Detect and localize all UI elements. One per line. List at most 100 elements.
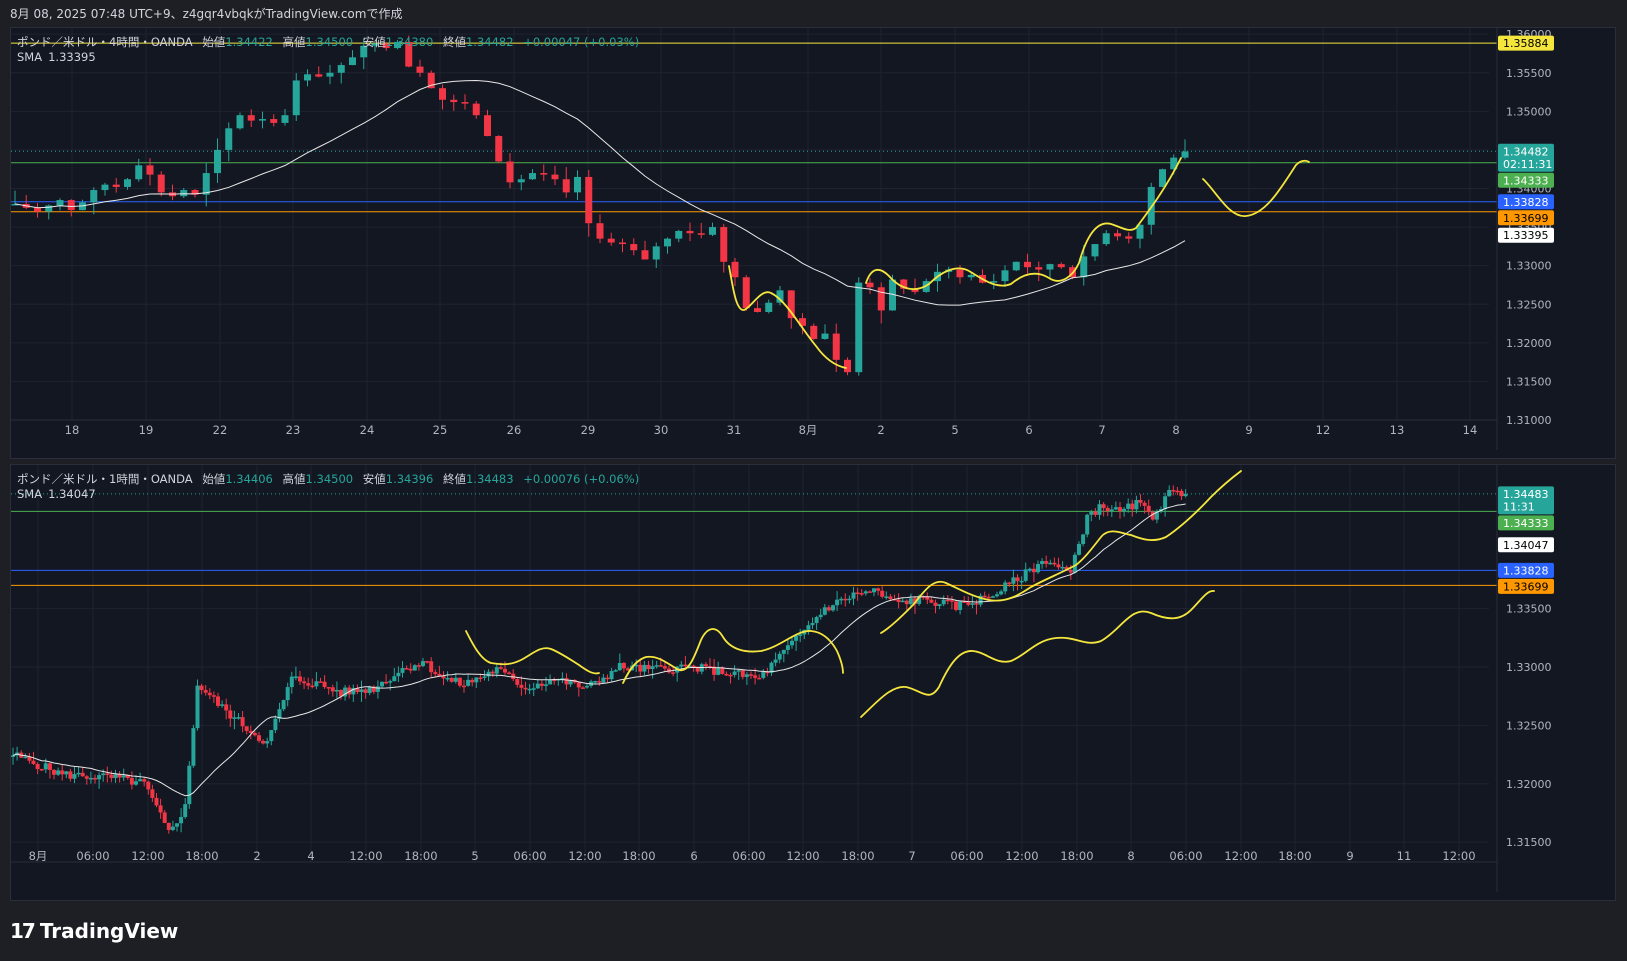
candle-body [799,318,806,326]
candle-body [995,594,999,597]
candle-body [482,676,487,678]
candle-body [421,661,425,666]
symbol-title: ポンド／米ドル・1時間・OANDA [17,472,193,486]
candle-body [371,686,376,692]
candle-body [439,88,446,100]
candle-body [551,174,559,180]
x-tick-label: 18:00 [622,849,655,863]
candle-body [859,593,864,595]
candle-body [527,688,532,691]
candle-body [72,774,77,779]
candle-body [265,741,270,744]
candle-body [211,695,216,697]
candle-body [461,102,469,104]
close-key: 終値 [442,472,466,486]
candle-body [135,165,143,180]
x-tick-label: 12:00 [131,849,164,863]
candle-body [900,279,908,289]
price-label: 1.34333 [1503,174,1549,187]
chart-canvas-1h[interactable]: 1.33500 1.33000 1.32500 1.32000 1.31500 1.344… [11,465,1616,901]
candle-body [765,302,773,312]
x-tick-label: 8 [1172,423,1179,437]
candle-body [298,676,302,682]
candle-body [888,596,893,600]
candle-body [990,281,998,283]
candle-body [220,704,225,706]
trend-drawing [1202,159,1310,217]
candle-body [195,685,200,729]
candle-body [429,661,434,673]
candle-body [697,233,705,235]
chart-panel-4h[interactable]: ポンド／米ドル・4時間・OANDA 始値1.34422 高値1.34500 安値… [10,27,1616,459]
candle-body [749,674,753,676]
tradingview-logo[interactable]: 17 TradingView [10,919,178,943]
change-value: +0.00076 (+0.06%) [523,472,640,486]
candle-body [831,605,835,611]
candle-body [121,775,126,778]
y-tick-label: 1.32000 [1506,337,1552,350]
candle-body [1154,511,1159,520]
x-tick-label: 29 [581,423,596,437]
candle-body [191,728,196,766]
chart-canvas-4h[interactable]: 1.360001.355001.350001.345001.340001.335… [11,28,1616,459]
brand-name: TradingView [39,919,179,943]
candle-body [138,779,143,782]
candle-body [191,190,199,195]
candle-body [154,797,159,806]
candle-body [1077,543,1081,555]
candle-body [506,161,514,183]
candle-body [355,688,360,692]
candle-body [844,359,851,373]
candle-body [318,681,323,683]
candle-body [416,66,424,73]
candle-body [225,128,233,150]
candle-body [664,238,671,247]
candle-body [240,717,245,727]
candle-body [535,683,540,689]
candle-body [1023,569,1028,581]
candle-body [585,685,589,688]
candle-body [1048,562,1053,565]
close-value: 1.34482 [465,35,514,49]
candle-body [1102,233,1110,245]
candle-body [1105,507,1110,512]
candle-body [117,774,122,778]
candle-body [363,689,368,693]
trend-drawing [880,470,1242,634]
candle-body [310,685,315,688]
sma-legend-1h: SMA 1.34047 [17,487,96,501]
chart-panel-1h[interactable]: ポンド／米ドル・1時間・OANDA 始値1.34406 高値1.34500 安値… [10,464,1616,901]
candle-body [609,670,614,680]
price-label: 1.33828 [1503,564,1549,577]
candle-body [1163,496,1168,510]
candle-body [285,687,290,701]
high-value: 1.34500 [305,35,354,49]
candle-body [179,816,184,824]
x-tick-label: 4 [307,849,314,863]
candle-body [281,700,286,710]
candle-body [129,777,134,785]
candle-body [880,590,885,597]
candle-body [790,640,794,646]
candle-body [273,718,278,731]
open-value: 1.34422 [225,35,273,49]
candle-body [314,681,319,687]
candle-body [1097,504,1102,515]
candle-body [1114,233,1121,237]
candle-body [769,662,774,673]
candle-body [202,173,210,195]
candle-body [605,677,610,680]
candle-body [974,603,979,605]
candle-body [866,282,874,288]
x-tick-label: 6 [1025,423,1032,437]
x-tick-label: 8月 [799,423,818,437]
trend-drawing [860,590,1215,718]
candle-body [486,671,491,677]
countdown-label: 02:11:31 [1503,158,1552,171]
candle-body [1035,267,1043,270]
sma-label: SMA [17,487,43,501]
candle-body [621,663,626,669]
tv-logo-icon: 17 [10,919,36,943]
candle-body [302,681,307,684]
candle-body [326,72,334,77]
